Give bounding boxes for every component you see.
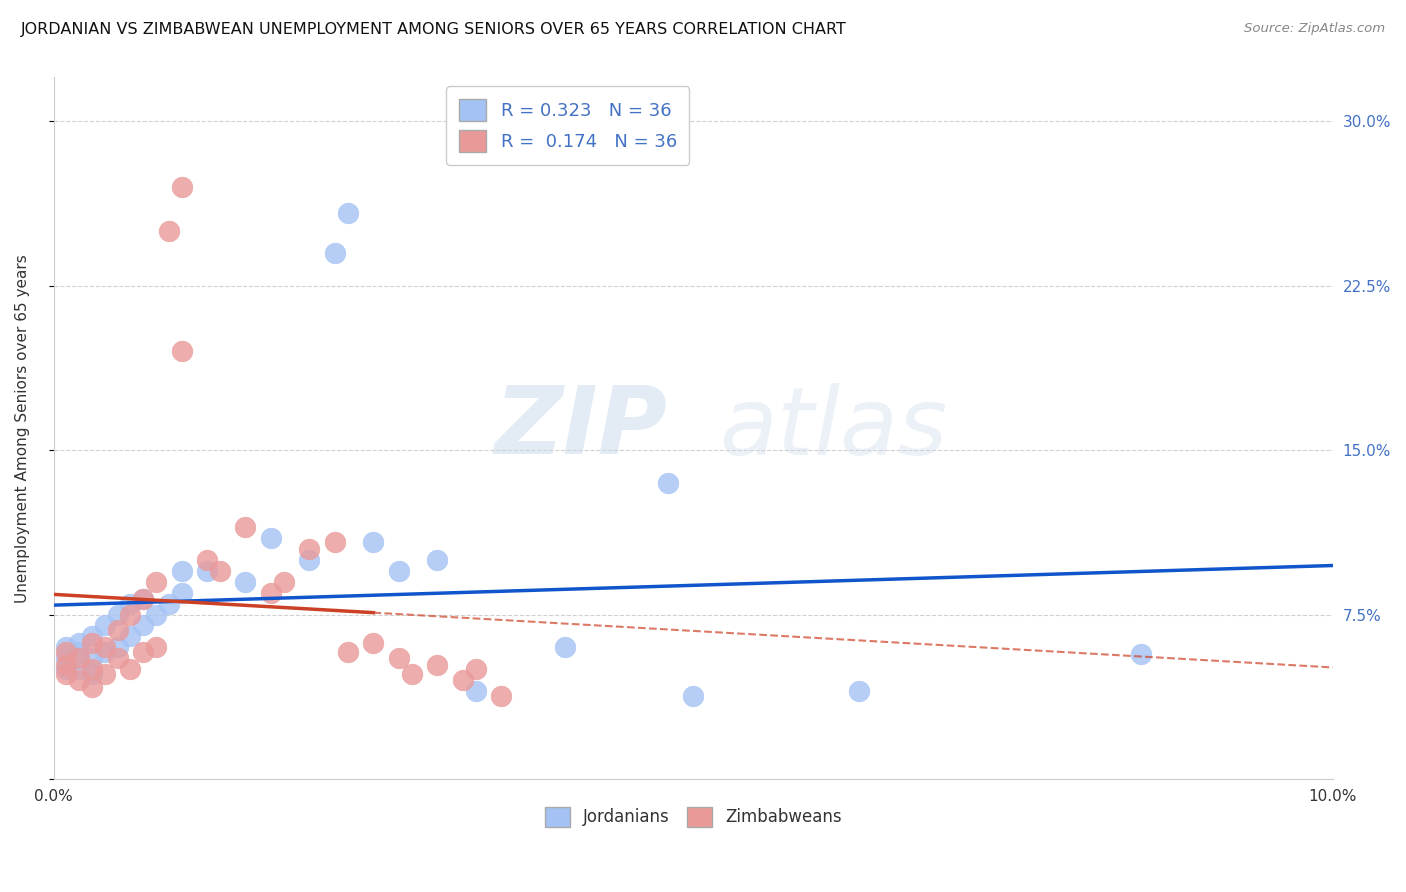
Point	[107, 640, 129, 655]
Point	[120, 662, 142, 676]
Y-axis label: Unemployment Among Seniors over 65 years: Unemployment Among Seniors over 65 years	[15, 254, 30, 603]
Point	[195, 564, 218, 578]
Point	[170, 180, 193, 194]
Point	[132, 645, 155, 659]
Point	[235, 574, 257, 589]
Point	[170, 344, 193, 359]
Point	[298, 541, 321, 556]
Point	[80, 636, 103, 650]
Point	[464, 684, 486, 698]
Text: ZIP: ZIP	[495, 382, 668, 475]
Text: atlas: atlas	[718, 383, 948, 474]
Point	[170, 564, 193, 578]
Point	[657, 475, 679, 490]
Point	[67, 673, 90, 688]
Point	[55, 640, 77, 655]
Point	[80, 662, 103, 676]
Point	[388, 564, 411, 578]
Point	[401, 666, 423, 681]
Point	[363, 636, 385, 650]
Point	[67, 662, 90, 676]
Point	[80, 651, 103, 665]
Point	[336, 645, 359, 659]
Text: Source: ZipAtlas.com: Source: ZipAtlas.com	[1244, 22, 1385, 36]
Point	[145, 607, 167, 622]
Point	[554, 640, 576, 655]
Point	[208, 564, 231, 578]
Text: JORDANIAN VS ZIMBABWEAN UNEMPLOYMENT AMONG SENIORS OVER 65 YEARS CORRELATION CHA: JORDANIAN VS ZIMBABWEAN UNEMPLOYMENT AMO…	[21, 22, 846, 37]
Point	[120, 629, 142, 643]
Point	[67, 645, 90, 659]
Point	[120, 597, 142, 611]
Point	[323, 535, 346, 549]
Point	[323, 245, 346, 260]
Point	[67, 636, 90, 650]
Point	[80, 680, 103, 694]
Point	[426, 657, 449, 672]
Point	[298, 552, 321, 566]
Legend: Jordanians, Zimbabweans: Jordanians, Zimbabweans	[538, 800, 848, 834]
Point	[55, 657, 77, 672]
Point	[260, 531, 283, 545]
Point	[55, 645, 77, 659]
Point	[157, 597, 180, 611]
Point	[55, 662, 77, 676]
Point	[1129, 647, 1152, 661]
Point	[388, 651, 411, 665]
Point	[273, 574, 295, 589]
Point	[107, 651, 129, 665]
Point	[94, 618, 117, 632]
Point	[235, 520, 257, 534]
Point	[157, 224, 180, 238]
Point	[55, 651, 77, 665]
Point	[94, 640, 117, 655]
Point	[80, 666, 103, 681]
Point	[451, 673, 474, 688]
Point	[426, 552, 449, 566]
Point	[132, 592, 155, 607]
Point	[682, 689, 704, 703]
Point	[55, 666, 77, 681]
Point	[848, 684, 870, 698]
Point	[107, 607, 129, 622]
Point	[464, 662, 486, 676]
Point	[107, 623, 129, 637]
Point	[120, 607, 142, 622]
Point	[260, 585, 283, 599]
Point	[145, 574, 167, 589]
Point	[170, 585, 193, 599]
Point	[80, 629, 103, 643]
Point	[132, 592, 155, 607]
Point	[132, 618, 155, 632]
Point	[94, 645, 117, 659]
Point	[491, 689, 513, 703]
Point	[94, 666, 117, 681]
Point	[145, 640, 167, 655]
Point	[336, 206, 359, 220]
Point	[195, 552, 218, 566]
Point	[67, 651, 90, 665]
Point	[363, 535, 385, 549]
